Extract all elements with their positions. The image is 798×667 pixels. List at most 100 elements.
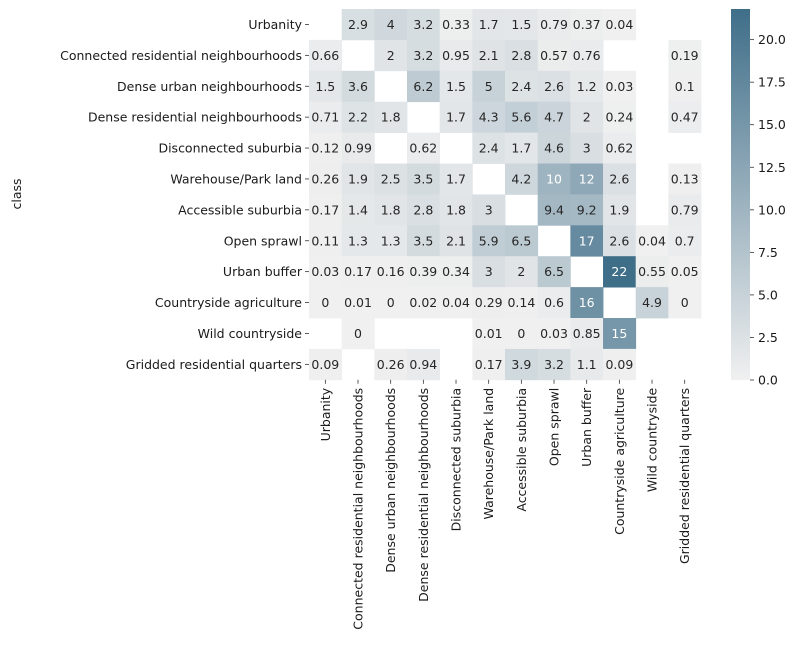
- cell-value-label: 5.9: [479, 233, 499, 248]
- heatmap-cell: [407, 9, 441, 41]
- heatmap-cell: [537, 9, 571, 41]
- heatmap-cell: [374, 194, 408, 226]
- cell-value-label: 0.17: [344, 264, 372, 279]
- cell-value-label: 0.55: [638, 264, 666, 279]
- row-label: Dense urban neighbourhoods: [117, 79, 302, 94]
- heatmap-cell: [505, 39, 539, 72]
- heatmap-cell: [472, 194, 506, 226]
- cell-value-label: 1.3: [348, 233, 368, 248]
- cell-value-label: 3: [485, 202, 493, 217]
- cell-value-label: 2.6: [609, 233, 629, 248]
- heatmap-cell: [309, 101, 343, 133]
- cell-value-label: 6.5: [544, 264, 564, 279]
- row-label: Dense residential neighbourhoods: [88, 110, 302, 125]
- heatmap-cell: [472, 225, 506, 257]
- cell-value-label: 15: [611, 326, 627, 341]
- cell-value-label: 0: [321, 295, 329, 310]
- heatmap-cell: [537, 39, 571, 72]
- row-label: Countryside agriculture: [155, 295, 302, 310]
- heatmap-cell: [570, 39, 604, 72]
- cell-value-label: 3: [583, 141, 591, 156]
- heatmap-cell: [668, 70, 702, 103]
- heatmap-cell-labels: 2.9 4 3.2 0.33 1.7 1.5 0.79 0.37 0.04 0.66 2 3.2 0.9…: [311, 17, 698, 372]
- row-label: Urban buffer: [223, 264, 303, 279]
- cell-value-label: 0.85: [573, 326, 601, 341]
- cell-value-label: 3.9: [511, 357, 531, 372]
- row-label: Gridded residential quarters: [126, 357, 302, 372]
- cell-value-label: 0.99: [344, 141, 372, 156]
- heatmap-cell: [407, 163, 441, 195]
- heatmap-cell: [537, 132, 571, 164]
- heatmap-cell: [570, 318, 604, 350]
- cell-value-label: 2.2: [348, 110, 368, 125]
- colorbar-ticks: 0.0 2.5 5.0 7.5 10.0 12.5 15.0 17.5 20.0: [750, 32, 786, 388]
- cell-value-label: 0.95: [442, 48, 470, 63]
- cell-value-label: 3.2: [413, 17, 433, 32]
- heatmap-cell: [439, 9, 473, 41]
- cell-value-label: 1.5: [315, 79, 335, 94]
- cell-value-label: 4.7: [544, 110, 564, 125]
- heatmap-cells: [309, 9, 702, 381]
- column-label: Dense urban neighbourhoods: [383, 388, 398, 573]
- cell-value-label: 2: [517, 264, 525, 279]
- heatmap-cell: [505, 70, 539, 103]
- heatmap-cell: [309, 163, 343, 195]
- cell-value-label: 0.01: [344, 295, 372, 310]
- y-axis-label: class: [9, 178, 24, 209]
- heatmap-cell: [537, 256, 571, 288]
- cell-value-label: 0.57: [540, 48, 568, 63]
- heatmap-cell: [668, 194, 702, 226]
- cell-value-label: 6.2: [413, 79, 433, 94]
- heatmap-cell: [537, 348, 571, 381]
- column-label: Gridded residential quarters: [677, 388, 692, 564]
- cell-value-label: 0.16: [377, 264, 405, 279]
- colorbar-tick-label: 15.0: [758, 117, 786, 132]
- cell-value-label: 1.8: [446, 202, 466, 217]
- heatmap-cell: [603, 256, 637, 288]
- heatmap-cell: [570, 287, 604, 319]
- heatmap-cell: [439, 70, 473, 103]
- cell-value-label: 2.9: [348, 17, 368, 32]
- column-label: Warehouse/Park land: [481, 388, 496, 520]
- heatmap-cell: [472, 256, 506, 288]
- heatmap-cell: [570, 225, 604, 257]
- heatmap-cell: [603, 70, 637, 103]
- heatmap-cell: [407, 39, 441, 72]
- cell-value-label: 3.2: [544, 357, 564, 372]
- cell-value-label: 2.1: [479, 48, 499, 63]
- column-label: Accessible suburbia: [514, 388, 529, 512]
- column-label: Open sprawl: [547, 388, 562, 466]
- cell-value-label: 1.8: [381, 110, 401, 125]
- heatmap-cell: [505, 9, 539, 41]
- heatmap-cell: [407, 348, 441, 381]
- colorbar-tick-label: 17.5: [758, 75, 786, 90]
- heatmap-cell: [570, 101, 604, 133]
- cell-value-label: 0.39: [409, 264, 437, 279]
- heatmap-cell: [570, 9, 604, 41]
- heatmap-cell: [472, 39, 506, 72]
- cell-value-label: 0.03: [605, 79, 633, 94]
- cell-value-label: 0.02: [409, 295, 437, 310]
- colorbar-tick-label: 20.0: [758, 32, 786, 47]
- heatmap-cell: [407, 256, 441, 288]
- cell-value-label: 0.37: [573, 17, 601, 32]
- heatmap-cell: [603, 348, 637, 381]
- heatmap-cell: [635, 256, 669, 288]
- heatmap-cell: [341, 9, 375, 41]
- row-label: Warehouse/Park land: [170, 171, 302, 186]
- row-label: Accessible suburbia: [178, 202, 302, 217]
- cell-value-label: 4.2: [511, 171, 531, 186]
- column-label: Urban buffer: [579, 387, 594, 467]
- heatmap-cell: [537, 194, 571, 226]
- cell-value-label: 1.2: [577, 79, 597, 94]
- heatmap-cell: [407, 225, 441, 257]
- heatmap-cell: [472, 348, 506, 381]
- cell-value-label: 2: [387, 48, 395, 63]
- cell-value-label: 2.8: [511, 48, 531, 63]
- cell-value-label: 0.1: [675, 79, 695, 94]
- heatmap-cell: [537, 163, 571, 195]
- heatmap-cell: [439, 194, 473, 226]
- cell-value-label: 0.94: [409, 357, 437, 372]
- heatmap-cell: [341, 163, 375, 195]
- heatmap-cell: [341, 132, 375, 164]
